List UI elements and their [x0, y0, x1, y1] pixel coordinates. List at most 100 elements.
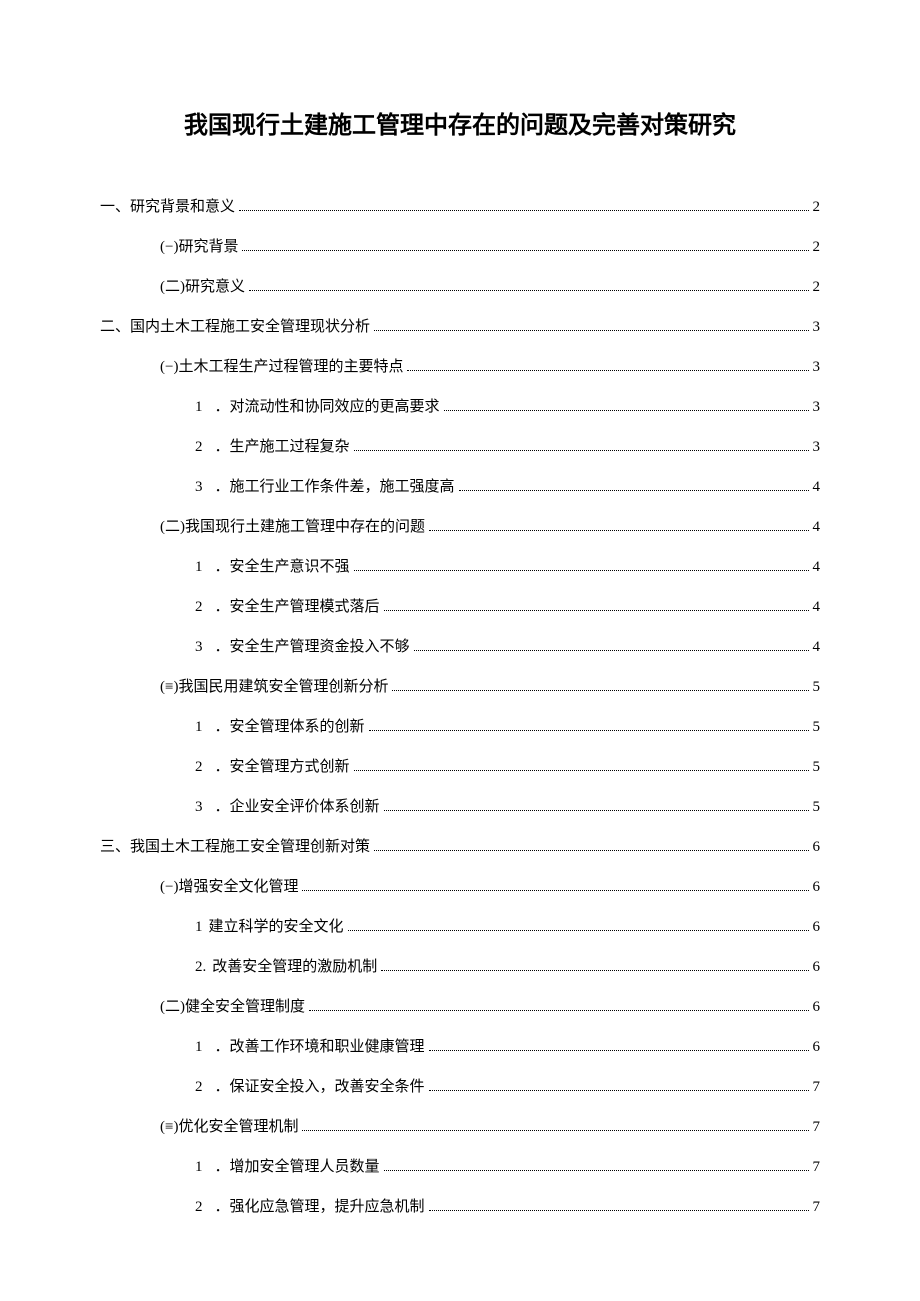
toc-leader-dots — [369, 720, 809, 732]
toc-entry: 2．安全管理方式创新 5 — [195, 755, 820, 779]
toc-leader-dots — [392, 680, 808, 692]
toc-number: 1 — [195, 915, 203, 939]
toc-label: 1 ．对流动性和协同效应的更高要求 — [195, 395, 440, 419]
toc-number: 2 — [195, 1075, 203, 1099]
toc-number: 2 — [195, 595, 203, 619]
toc-entry: (二)健全安全管理制度 6 — [160, 995, 820, 1019]
toc-page-number: 7 — [813, 1155, 821, 1179]
toc-leader-dots — [348, 920, 809, 932]
toc-leader-dots — [429, 1040, 809, 1052]
toc-text: ．安全管理体系的创新 — [215, 719, 365, 735]
toc-page-number: 7 — [813, 1075, 821, 1099]
toc-leader-dots — [429, 520, 809, 532]
toc-number: 3 — [195, 795, 203, 819]
toc-entry: 1 ．增加安全管理人员数量 7 — [195, 1155, 820, 1179]
toc-number: 1 — [195, 1155, 203, 1179]
toc-label: (≡)我国民用建筑安全管理创新分析 — [160, 675, 388, 699]
toc-page-number: 6 — [813, 1035, 821, 1059]
toc-text: ．安全生产管理资金投入不够 — [215, 639, 410, 655]
toc-leader-dots — [459, 480, 809, 492]
toc-text: ．企业安全评价体系创新 — [215, 799, 380, 815]
toc-page-number: 3 — [813, 355, 821, 379]
toc-text: ．安全生产意识不强 — [215, 559, 350, 575]
toc-leader-dots — [384, 600, 809, 612]
toc-leader-dots — [354, 440, 809, 452]
toc-entry: 3．安全生产管理资金投入不够4 — [195, 635, 820, 659]
toc-entry: 二、国内土木工程施工安全管理现状分析 3 — [100, 315, 820, 339]
toc-label: 三、我国土木工程施工安全管理创新对策 — [100, 835, 370, 859]
toc-page-number: 6 — [813, 835, 821, 859]
toc-page-number: 6 — [813, 915, 821, 939]
toc-number: 2 — [195, 435, 203, 459]
toc-number: 1 — [195, 555, 203, 579]
toc-number: 2. — [195, 955, 206, 979]
toc-leader-dots — [407, 360, 808, 372]
toc-number: 1 — [195, 715, 203, 739]
toc-page-number: 4 — [813, 515, 821, 539]
toc-page-number: 5 — [813, 755, 821, 779]
toc-entry: 1 ．安全生产意识不强 4 — [195, 555, 820, 579]
toc-leader-dots — [384, 800, 809, 812]
toc-leader-dots — [381, 960, 808, 972]
toc-page-number: 6 — [813, 995, 821, 1019]
toc-entry: 2．保证安全投入，改善安全条件 7 — [195, 1075, 820, 1099]
toc-label: 1．改善工作环境和职业健康管理 — [195, 1035, 425, 1059]
toc-number: 1 — [195, 395, 203, 419]
toc-number: 3 — [195, 475, 203, 499]
toc-entry: 一、研究背景和意义2 — [100, 195, 820, 219]
toc-text: ．生产施工过程复杂 — [215, 439, 350, 455]
toc-label: 3．施工行业工作条件差，施工强度高 — [195, 475, 455, 499]
toc-entry: (二)我国现行土建施工管理中存在的问题4 — [160, 515, 820, 539]
toc-leader-dots — [242, 240, 808, 252]
toc-page-number: 4 — [813, 555, 821, 579]
toc-text: ．安全管理方式创新 — [215, 759, 350, 775]
toc-leader-dots — [354, 560, 809, 572]
toc-label: 一、研究背景和意义 — [100, 195, 235, 219]
toc-label: 二、国内土木工程施工安全管理现状分析 — [100, 315, 370, 339]
toc-page-number: 2 — [813, 235, 821, 259]
toc-leader-dots — [374, 840, 808, 852]
toc-label: 1 ．增加安全管理人员数量 — [195, 1155, 380, 1179]
toc-page-number: 3 — [813, 395, 821, 419]
toc-label: 2．保证安全投入，改善安全条件 — [195, 1075, 425, 1099]
document-title: 我国现行土建施工管理中存在的问题及完善对策研究 — [100, 105, 820, 140]
toc-label: 2．安全管理方式创新 — [195, 755, 350, 779]
toc-label: (−)增强安全文化管理 — [160, 875, 298, 899]
toc-entry: (≡)优化安全管理机制 7 — [160, 1115, 820, 1139]
toc-entry: 1 ．对流动性和协同效应的更高要求 3 — [195, 395, 820, 419]
toc-page-number: 4 — [813, 595, 821, 619]
toc-page-number: 5 — [813, 795, 821, 819]
toc-label: 1 ．安全生产意识不强 — [195, 555, 350, 579]
toc-label: 2．强化应急管理，提升应急机制 — [195, 1195, 425, 1219]
document-page: 我国现行土建施工管理中存在的问题及完善对策研究 一、研究背景和意义2(−)研究背… — [0, 0, 920, 1295]
toc-label: (≡)优化安全管理机制 — [160, 1115, 298, 1139]
toc-leader-dots — [414, 640, 809, 652]
toc-entry: (≡)我国民用建筑安全管理创新分析 5 — [160, 675, 820, 699]
toc-entry: 3 ．企业安全评价体系创新 5 — [195, 795, 820, 819]
table-of-contents: 一、研究背景和意义2(−)研究背景2(二)研究意义2二、国内土木工程施工安全管理… — [100, 195, 820, 1219]
toc-text: ．对流动性和协同效应的更高要求 — [215, 399, 440, 415]
toc-label: (二)健全安全管理制度 — [160, 995, 305, 1019]
toc-entry: (二)研究意义2 — [160, 275, 820, 299]
toc-label: 3 ．安全生产管理资金投入不够 — [195, 635, 410, 659]
toc-page-number: 3 — [813, 315, 821, 339]
toc-label: (二)研究意义 — [160, 275, 245, 299]
toc-page-number: 7 — [813, 1115, 821, 1139]
toc-leader-dots — [249, 280, 809, 292]
toc-entry: 2 ．生产施工过程复杂 3 — [195, 435, 820, 459]
toc-page-number: 5 — [813, 675, 821, 699]
toc-leader-dots — [444, 400, 809, 412]
toc-page-number: 5 — [813, 715, 821, 739]
toc-text: 改善安全管理的激励机制 — [212, 959, 377, 975]
toc-text: ．安全生产管理模式落后 — [215, 599, 380, 615]
toc-page-number: 3 — [813, 435, 821, 459]
toc-entry: 2．强化应急管理，提升应急机制7 — [195, 1195, 820, 1219]
toc-number: 3 — [195, 635, 203, 659]
toc-entry: (−)研究背景2 — [160, 235, 820, 259]
toc-leader-dots — [429, 1200, 809, 1212]
toc-label: 3 ．企业安全评价体系创新 — [195, 795, 380, 819]
toc-leader-dots — [239, 200, 808, 212]
toc-entry: 2.改善安全管理的激励机制6 — [195, 955, 820, 979]
toc-text: ．增加安全管理人员数量 — [215, 1159, 380, 1175]
toc-text: ．强化应急管理，提升应急机制 — [215, 1199, 425, 1215]
